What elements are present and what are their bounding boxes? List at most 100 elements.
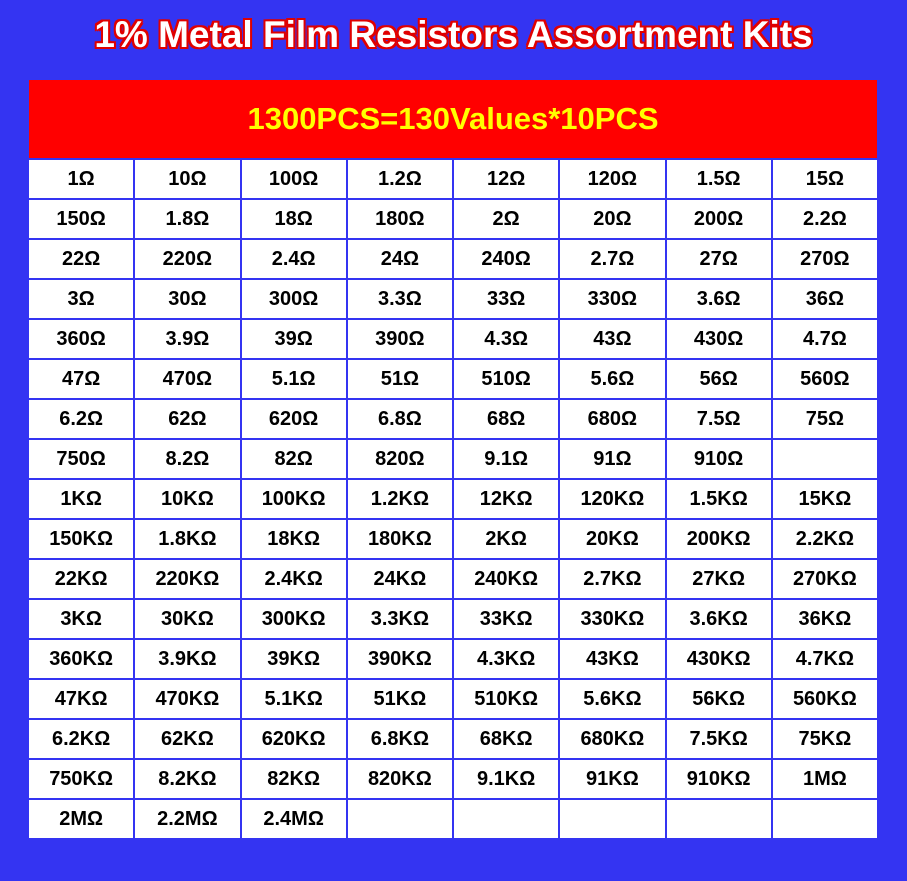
cell: 15Ω bbox=[772, 160, 877, 198]
cell: 8.2Ω bbox=[135, 440, 240, 478]
cell: 270KΩ bbox=[772, 560, 877, 598]
cell: 680Ω bbox=[560, 400, 665, 438]
cell: 180KΩ bbox=[347, 520, 452, 558]
cell: 68KΩ bbox=[454, 720, 559, 758]
empty-cell bbox=[560, 800, 665, 838]
cell: 62Ω bbox=[135, 400, 240, 438]
cell: 9.1Ω bbox=[454, 440, 559, 478]
cell: 6.8KΩ bbox=[347, 720, 452, 758]
cell: 620KΩ bbox=[241, 720, 346, 758]
cell: 18Ω bbox=[241, 200, 346, 238]
cell: 10KΩ bbox=[135, 480, 240, 518]
cell: 750Ω bbox=[29, 440, 134, 478]
cell: 1KΩ bbox=[29, 480, 134, 518]
cell: 240Ω bbox=[454, 240, 559, 278]
cell: 220KΩ bbox=[135, 560, 240, 598]
caption-row: 1300PCS=130Values*10PCS bbox=[29, 80, 877, 158]
cell: 120KΩ bbox=[560, 480, 665, 518]
cell: 430KΩ bbox=[666, 640, 771, 678]
empty-cell bbox=[454, 800, 559, 838]
cell: 7.5KΩ bbox=[666, 720, 771, 758]
cell: 1.5KΩ bbox=[666, 480, 771, 518]
row: 360Ω 3.9Ω 39Ω 390Ω 4.3Ω 43Ω 430Ω 4.7Ω bbox=[29, 320, 877, 358]
empty-cell bbox=[666, 800, 771, 838]
cell: 8.2KΩ bbox=[135, 760, 240, 798]
cell: 3KΩ bbox=[29, 600, 134, 638]
caption: 1300PCS=130Values*10PCS bbox=[29, 80, 877, 158]
cell: 200Ω bbox=[666, 200, 771, 238]
cell: 47Ω bbox=[29, 360, 134, 398]
cell: 120Ω bbox=[560, 160, 665, 198]
cell: 56Ω bbox=[666, 360, 771, 398]
cell: 20KΩ bbox=[560, 520, 665, 558]
cell: 2.2MΩ bbox=[135, 800, 240, 838]
cell: 47KΩ bbox=[29, 680, 134, 718]
empty-cell bbox=[772, 440, 877, 478]
cell: 51KΩ bbox=[347, 680, 452, 718]
cell: 15KΩ bbox=[772, 480, 877, 518]
row: 1Ω 10Ω 100Ω 1.2Ω 12Ω 120Ω 1.5Ω 15Ω bbox=[29, 160, 877, 198]
cell: 5.1Ω bbox=[241, 360, 346, 398]
empty-cell bbox=[347, 800, 452, 838]
empty-cell bbox=[772, 800, 877, 838]
cell: 4.3Ω bbox=[454, 320, 559, 358]
table-body: 1300PCS=130Values*10PCS 1Ω 10Ω 100Ω 1.2Ω 12Ω… bbox=[29, 80, 877, 838]
cell: 390Ω bbox=[347, 320, 452, 358]
cell: 36KΩ bbox=[772, 600, 877, 638]
cell: 330KΩ bbox=[560, 600, 665, 638]
cell: 6.8Ω bbox=[347, 400, 452, 438]
cell: 1.2Ω bbox=[347, 160, 452, 198]
cell: 1Ω bbox=[29, 160, 134, 198]
cell: 2.4KΩ bbox=[241, 560, 346, 598]
cell: 910KΩ bbox=[666, 760, 771, 798]
cell: 4.7KΩ bbox=[772, 640, 877, 678]
cell: 1.8Ω bbox=[135, 200, 240, 238]
cell: 75Ω bbox=[772, 400, 877, 438]
cell: 220Ω bbox=[135, 240, 240, 278]
cell: 2.7Ω bbox=[560, 240, 665, 278]
cell: 7.5Ω bbox=[666, 400, 771, 438]
cell: 180Ω bbox=[347, 200, 452, 238]
cell: 820KΩ bbox=[347, 760, 452, 798]
title: 1% Metal Film Resistors Assortment Kits bbox=[94, 14, 813, 55]
cell: 43KΩ bbox=[560, 640, 665, 678]
cell: 33KΩ bbox=[454, 600, 559, 638]
cell: 750KΩ bbox=[29, 760, 134, 798]
cell: 30KΩ bbox=[135, 600, 240, 638]
cell: 3.3KΩ bbox=[347, 600, 452, 638]
cell: 82KΩ bbox=[241, 760, 346, 798]
cell: 100KΩ bbox=[241, 480, 346, 518]
cell: 820Ω bbox=[347, 440, 452, 478]
row: 47KΩ 470KΩ 5.1KΩ 51KΩ 510KΩ 5.6KΩ 56KΩ 560KΩ bbox=[29, 680, 877, 718]
cell: 39KΩ bbox=[241, 640, 346, 678]
row: 750KΩ 8.2KΩ 82KΩ 820KΩ 9.1KΩ 91KΩ 910KΩ 1MΩ bbox=[29, 760, 877, 798]
row: 6.2Ω 62Ω 620Ω 6.8Ω 68Ω 680Ω 7.5Ω 75Ω bbox=[29, 400, 877, 438]
cell: 33Ω bbox=[454, 280, 559, 318]
cell: 56KΩ bbox=[666, 680, 771, 718]
cell: 3.9Ω bbox=[135, 320, 240, 358]
cell: 62KΩ bbox=[135, 720, 240, 758]
cell: 2.7KΩ bbox=[560, 560, 665, 598]
cell: 430Ω bbox=[666, 320, 771, 358]
cell: 22KΩ bbox=[29, 560, 134, 598]
cell: 5.6KΩ bbox=[560, 680, 665, 718]
cell: 2.4Ω bbox=[241, 240, 346, 278]
cell: 4.3KΩ bbox=[454, 640, 559, 678]
cell: 20Ω bbox=[560, 200, 665, 238]
cell: 24Ω bbox=[347, 240, 452, 278]
row: 22KΩ 220KΩ 2.4KΩ 24KΩ 240KΩ 2.7KΩ 27KΩ 270KΩ bbox=[29, 560, 877, 598]
cell: 1.8KΩ bbox=[135, 520, 240, 558]
cell: 75KΩ bbox=[772, 720, 877, 758]
cell: 470KΩ bbox=[135, 680, 240, 718]
row: 750Ω 8.2Ω 82Ω 820Ω 9.1Ω 91Ω 910Ω bbox=[29, 440, 877, 478]
cell: 100Ω bbox=[241, 160, 346, 198]
cell: 1.2KΩ bbox=[347, 480, 452, 518]
cell: 3.6KΩ bbox=[666, 600, 771, 638]
cell: 82Ω bbox=[241, 440, 346, 478]
cell: 1MΩ bbox=[772, 760, 877, 798]
cell: 91Ω bbox=[560, 440, 665, 478]
cell: 150Ω bbox=[29, 200, 134, 238]
cell: 5.6Ω bbox=[560, 360, 665, 398]
cell: 10Ω bbox=[135, 160, 240, 198]
